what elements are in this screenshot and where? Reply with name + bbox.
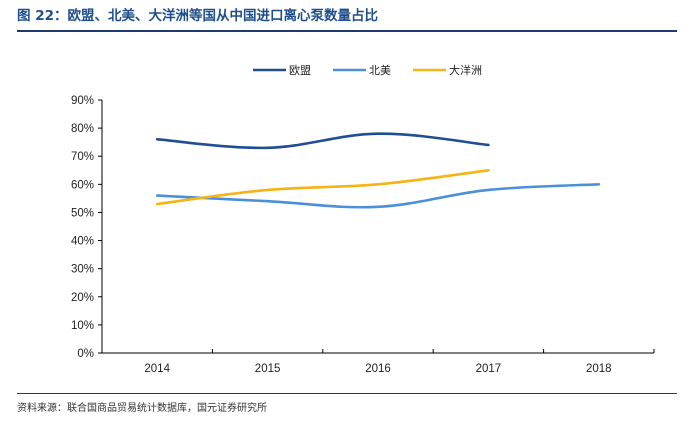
- figure-title: 图 22：欧盟、北美、大洋洲等国从中国进口离心泵数量占比: [17, 8, 378, 24]
- y-tick-label: 10%: [71, 320, 94, 332]
- series-lines: [155, 132, 601, 209]
- x-axis: 2014 2015 2016 2017 2018: [101, 349, 655, 375]
- y-tick-label: 20%: [71, 292, 94, 304]
- y-tick-label: 50%: [71, 207, 94, 219]
- y-tick-label: 90%: [71, 95, 94, 107]
- x-tick-label: 2014: [144, 363, 170, 375]
- line-chart: 0%10%20%30%40%50%60%70%80%90% 2014 2015 20…: [71, 63, 655, 375]
- legend-label: 欧盟: [289, 64, 311, 77]
- y-axis: 0% 10% 20% 30% 40% 50% 60% 70% 80% 90%: [71, 95, 103, 360]
- y-tick-label: 60%: [71, 179, 94, 191]
- series-line-1: [155, 183, 601, 209]
- x-tick-label: 2016: [365, 363, 391, 375]
- y-tick-label: 80%: [71, 123, 94, 135]
- legend-label: 大洋洲: [449, 63, 482, 77]
- x-tick-label: 2018: [586, 363, 612, 375]
- source-divider: [17, 393, 677, 394]
- y-tick-label: 40%: [71, 236, 94, 248]
- source-note: 资料来源：联合国商品贸易统计数据库，国元证券研究所: [17, 403, 267, 414]
- legend-label: 北美: [369, 64, 391, 77]
- y-tick-label: 0%: [77, 348, 94, 360]
- x-tick-label: 2015: [255, 363, 281, 375]
- title-divider: [17, 30, 677, 32]
- x-tick-label: 2017: [476, 363, 502, 375]
- y-tick-label: 70%: [71, 151, 94, 163]
- legend: 欧盟 北美 大洋洲: [253, 63, 482, 77]
- series-line-2: [155, 168, 490, 206]
- y-tick-label: 30%: [71, 264, 94, 276]
- series-line-0: [155, 132, 490, 150]
